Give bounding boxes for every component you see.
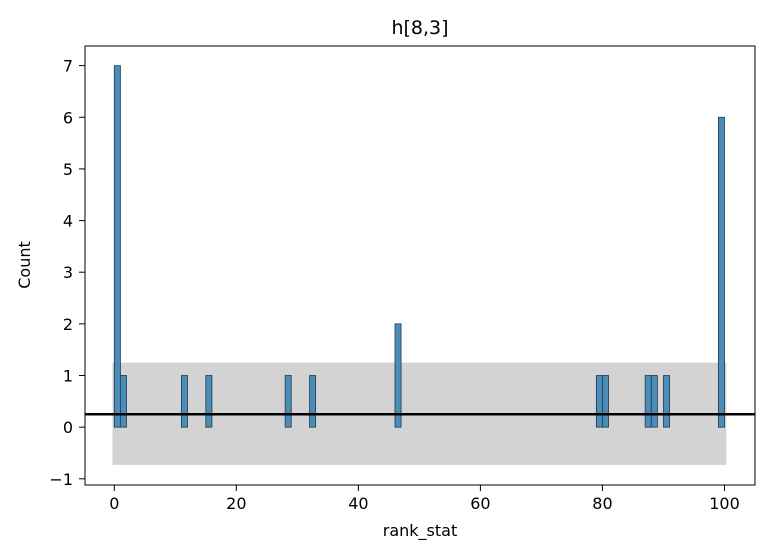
x-tick-label: 80: [592, 494, 612, 513]
histogram-bar: [644, 375, 652, 428]
bars-layer: [113, 65, 725, 428]
histogram-bar: [717, 116, 725, 428]
y-tick-label: 7: [63, 57, 73, 76]
histogram-bar: [595, 375, 603, 428]
histogram-bar: [394, 323, 402, 428]
x-tick-label: 100: [709, 494, 740, 513]
histogram-bar: [309, 375, 317, 428]
y-axis-label: Count: [15, 241, 34, 289]
x-axis-ticks: 0 20 40 60 80 100: [109, 485, 740, 513]
y-tick-label: 0: [63, 418, 73, 437]
histogram-bar: [284, 375, 292, 428]
histogram-bar: [119, 375, 127, 428]
y-tick-label: 2: [63, 315, 73, 334]
y-tick-label: 3: [63, 263, 73, 282]
x-tick-label: 40: [348, 494, 368, 513]
histogram-bar: [602, 375, 609, 428]
plot-frame: [84, 45, 756, 486]
x-tick-label: 0: [109, 494, 119, 513]
y-tick-label: 6: [63, 108, 73, 127]
histogram-bar: [663, 375, 670, 428]
x-tick-label: 20: [226, 494, 246, 513]
histogram-bar: [113, 65, 121, 428]
x-tick-label: 60: [470, 494, 490, 513]
y-tick-label: 5: [63, 160, 73, 179]
y-tick-label: −1: [49, 470, 73, 489]
histogram-bar: [205, 375, 213, 428]
chart-title: h[8,3]: [391, 17, 448, 39]
x-axis-label: rank_stat: [383, 521, 457, 541]
y-axis-ticks: −1 0 1 2 3 4 5 6 7: [49, 57, 85, 489]
histogram-bar: [650, 375, 658, 428]
histogram-bar: [181, 375, 188, 428]
y-tick-label: 1: [63, 367, 73, 386]
y-tick-label: 4: [63, 212, 73, 231]
